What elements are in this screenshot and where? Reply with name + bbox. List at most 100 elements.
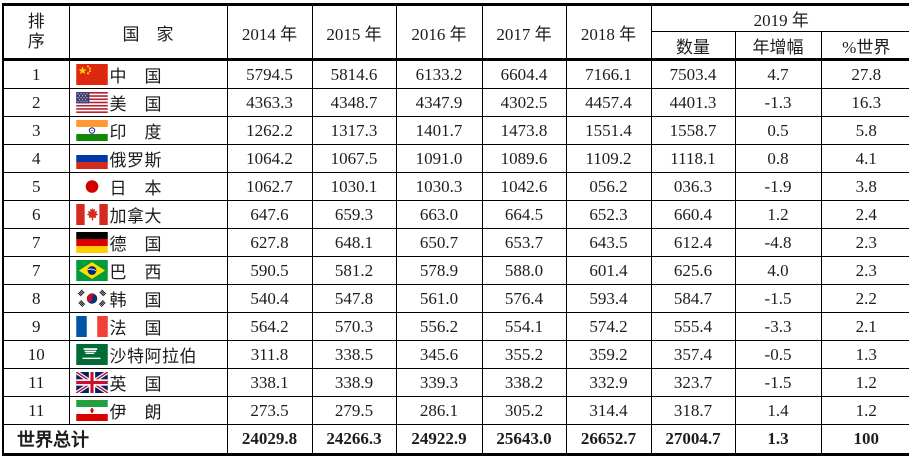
- rank-cell: 2: [2, 88, 70, 117]
- value-cell: 574.2: [565, 312, 652, 341]
- value-cell: 5814.6: [311, 58, 397, 89]
- value-cell: 323.7: [650, 368, 736, 397]
- value-cell: 27.8: [820, 58, 909, 89]
- flag-russia-icon: [75, 148, 108, 169]
- value-cell: 1042.6: [481, 172, 567, 201]
- value-cell: 6604.4: [481, 58, 567, 89]
- total-value-cell: 1.3: [734, 424, 822, 455]
- value-cell: 625.6: [650, 256, 736, 285]
- total-label: 世界总计: [2, 424, 228, 455]
- header-group-2019: 2019 年: [650, 4, 909, 32]
- value-cell: 1.4: [734, 396, 822, 425]
- country-name: 日 本: [109, 179, 162, 198]
- value-cell: 593.4: [565, 284, 652, 313]
- value-cell: 581.2: [311, 256, 397, 285]
- value-cell: 1262.2: [226, 116, 313, 145]
- country-cell: 德 国: [68, 228, 228, 257]
- total-value-cell: 26652.7: [565, 424, 652, 455]
- table-row: 4 俄罗斯 1064.2 1067.5 1091.0 1089.6 1109.2 1118.1…: [2, 144, 909, 173]
- country-cell: 英 国: [68, 368, 228, 397]
- value-cell: 1.2: [820, 396, 909, 425]
- value-cell: 4363.3: [226, 88, 313, 117]
- value-cell: 056.2: [565, 172, 652, 201]
- total-value-cell: 27004.7: [650, 424, 736, 455]
- value-cell: 7166.1: [565, 58, 652, 89]
- flag-uk-icon: [75, 372, 108, 393]
- country-cell: 韩 国: [68, 284, 228, 313]
- value-cell: 338.5: [311, 340, 397, 369]
- rank-cell: 11: [2, 396, 70, 425]
- country-name: 中 国: [109, 67, 162, 86]
- country-name: 俄罗斯: [109, 151, 162, 170]
- country-cell: 日 本: [68, 172, 228, 201]
- value-cell: 1473.8: [481, 116, 567, 145]
- value-cell: 555.4: [650, 312, 736, 341]
- value-cell: 653.7: [481, 228, 567, 257]
- value-cell: 5794.5: [226, 58, 313, 89]
- table-row: 6 加拿大 647.6 659.3 663.0 664.5 652.3 660.4 1.2 2.4: [2, 200, 909, 229]
- value-cell: 564.2: [226, 312, 313, 341]
- value-cell: 4348.7: [311, 88, 397, 117]
- value-cell: 612.4: [650, 228, 736, 257]
- value-cell: 561.0: [395, 284, 483, 313]
- value-cell: 339.3: [395, 368, 483, 397]
- country-name: 法 国: [109, 319, 162, 338]
- table-row: 10 沙特阿拉伯 311.8 338.5 345.6 355.2 359.2 357.4 -0.…: [2, 340, 909, 369]
- country-cell: 美 国: [68, 88, 228, 117]
- value-cell: 627.8: [226, 228, 313, 257]
- value-cell: 1030.3: [395, 172, 483, 201]
- value-cell: 590.5: [226, 256, 313, 285]
- value-cell: 318.7: [650, 396, 736, 425]
- country-cell: 加拿大: [68, 200, 228, 229]
- value-cell: 554.1: [481, 312, 567, 341]
- value-cell: 1089.6: [481, 144, 567, 173]
- rank-cell: 7: [2, 256, 70, 285]
- value-cell: 2.3: [820, 228, 909, 257]
- value-cell: 4.7: [734, 58, 822, 89]
- country-cell: 沙特阿拉伯: [68, 340, 228, 369]
- value-cell: -3.3: [734, 312, 822, 341]
- rank-cell: 3: [2, 116, 70, 145]
- value-cell: 355.2: [481, 340, 567, 369]
- flag-china-icon: [75, 64, 108, 85]
- flag-germany-icon: [75, 232, 108, 253]
- rank-cell: 10: [2, 340, 70, 369]
- value-cell: 2.2: [820, 284, 909, 313]
- value-cell: 0.8: [734, 144, 822, 173]
- value-cell: 5.8: [820, 116, 909, 145]
- flag-saudi-arabia-icon: [75, 344, 108, 365]
- value-cell: 1062.7: [226, 172, 313, 201]
- table-row: 7 德 国 627.8 648.1 650.7 653.7 643.5 612.4 -4.8 2.…: [2, 228, 909, 257]
- header-year-2015: 2015 年: [311, 4, 397, 60]
- header-quantity: 数量: [650, 31, 736, 60]
- value-cell: 1030.1: [311, 172, 397, 201]
- table-row: 8 韩 国 540.4 547.8 561.0 576.4 593.4 584.7 -1.5 2.…: [2, 284, 909, 313]
- value-cell: 3.8: [820, 172, 909, 201]
- value-cell: 4347.9: [395, 88, 483, 117]
- country-cell: 俄罗斯: [68, 144, 228, 173]
- country-name: 美 国: [109, 95, 162, 114]
- value-cell: 648.1: [311, 228, 397, 257]
- table-row: 2 美 国 4363.3 4348.7 4347.9 4302.5 4457.4 4401.3…: [2, 88, 909, 117]
- value-cell: 16.3: [820, 88, 909, 117]
- value-cell: 601.4: [565, 256, 652, 285]
- country-ranking-table: 排 序 国 家 2014 年 2015 年 2016 年 2017 年 2018…: [2, 3, 909, 456]
- header-year-2016: 2016 年: [395, 4, 483, 60]
- total-value-cell: 24266.3: [311, 424, 397, 455]
- value-cell: 588.0: [481, 256, 567, 285]
- value-cell: 332.9: [565, 368, 652, 397]
- value-cell: 345.6: [395, 340, 483, 369]
- value-cell: 643.5: [565, 228, 652, 257]
- table-body: 1 中 国 5794.5 5814.6 6133.2 6604.4 7166.1 7503.4…: [2, 58, 909, 425]
- value-cell: 1558.7: [650, 116, 736, 145]
- value-cell: 570.3: [311, 312, 397, 341]
- value-cell: 1.3: [820, 340, 909, 369]
- rank-cell: 9: [2, 312, 70, 341]
- value-cell: 273.5: [226, 396, 313, 425]
- country-name: 加拿大: [109, 207, 162, 226]
- value-cell: -0.5: [734, 340, 822, 369]
- rank-cell: 5: [2, 172, 70, 201]
- value-cell: 036.3: [650, 172, 736, 201]
- table-row: 9 法 国 564.2 570.3 556.2 554.1 574.2 555.4 -3.3 2.…: [2, 312, 909, 341]
- table-row: 1 中 国 5794.5 5814.6 6133.2 6604.4 7166.1 7503.4…: [2, 58, 909, 89]
